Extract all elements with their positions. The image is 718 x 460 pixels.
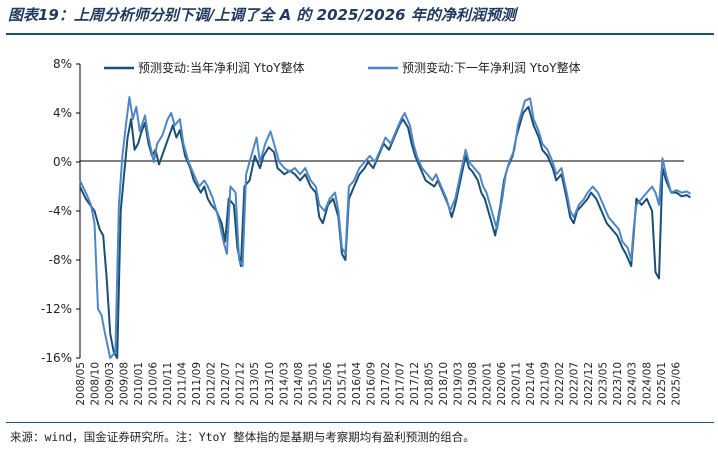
x-tick-label: 2008/10 — [90, 362, 102, 406]
x-tick-label: 2021/09 — [540, 362, 552, 406]
x-tick-label: 2021/04 — [525, 362, 537, 406]
x-tick-label: 2016/04 — [351, 362, 363, 406]
legend-label-2: 预测变动:下一年净利润 YtoY整体 — [402, 60, 581, 75]
y-tick-label: -8% — [49, 253, 72, 267]
x-tick-label: 2018/10 — [438, 362, 450, 406]
x-tick-label: 2018/05 — [423, 362, 435, 406]
series-line-2 — [78, 96, 691, 359]
x-tick-label: 2023/10 — [612, 362, 624, 406]
x-tick-label: 2024/03 — [627, 362, 639, 406]
x-tick-label: 2014/03 — [278, 362, 290, 406]
x-tick-label: 2013/05 — [249, 362, 261, 406]
x-tick-label: 2025/01 — [656, 362, 668, 406]
legend: 预测变动:当年净利润 YtoY整体 预测变动:下一年净利润 YtoY整体 — [104, 60, 581, 75]
x-tick-label: 2017/07 — [394, 362, 406, 406]
x-tick-label: 2022/07 — [569, 362, 581, 406]
legend-label-1: 预测变动:当年净利润 YtoY整体 — [138, 60, 305, 75]
x-tick-label: 2019/08 — [467, 362, 479, 406]
x-tick-label: 2012/02 — [206, 362, 218, 406]
series-lines — [78, 96, 691, 359]
y-tick-label: -16% — [41, 351, 72, 365]
x-tick-label: 2020/06 — [496, 362, 508, 406]
x-ticks: 2008/05 2008/10 2009/03 2009/08 2010/01 2010/… — [75, 362, 682, 406]
x-tick-label: 2010/06 — [148, 362, 160, 406]
x-tick-label: 2010/11 — [162, 362, 174, 406]
title-rule — [6, 33, 714, 35]
x-tick-label: 2020/01 — [482, 362, 494, 406]
x-tick-label: 2023/05 — [598, 362, 610, 406]
x-tick-label: 2024/08 — [641, 362, 653, 406]
x-tick-label: 2009/03 — [104, 362, 116, 406]
x-tick-label: 2011/09 — [191, 362, 203, 406]
x-tick-label: 2025/06 — [670, 362, 682, 406]
x-tick-label: 2020/11 — [511, 362, 523, 406]
y-tick-label: 0% — [53, 155, 72, 169]
x-tick-label: 2008/05 — [75, 362, 87, 406]
x-tick-label: 2015/11 — [336, 362, 348, 406]
x-tick-label: 2022/02 — [554, 362, 566, 406]
series-line-1 — [78, 105, 691, 359]
source-rule — [6, 422, 714, 423]
x-tick-label: 2015/01 — [307, 362, 319, 406]
x-tick-label: 2017/02 — [380, 362, 392, 406]
chart-title: 图表19：上周分析师分别下调/上调了全 A 的 2025/2026 年的净利润预… — [8, 6, 516, 24]
x-tick-label: 2017/12 — [409, 362, 421, 406]
y-tick-label: 8% — [53, 57, 72, 71]
y-tick-label: -12% — [41, 302, 72, 316]
x-tick-label: 2016/09 — [365, 362, 377, 406]
x-tick-label: 2010/01 — [133, 362, 145, 406]
x-tick-label: 2015/06 — [322, 362, 334, 406]
x-tick-label: 2013/10 — [264, 362, 276, 406]
x-tick-label: 2012/12 — [235, 362, 247, 406]
x-tick-label: 2022/12 — [583, 362, 595, 406]
y-tick-label: 4% — [53, 106, 72, 120]
x-tick-label: 2019/03 — [453, 362, 465, 406]
x-tick-label: 2012/07 — [220, 362, 232, 406]
source-note: 来源：wind，国金证券研究所。注：YtoY 整体指的是基期与考察期均有盈利预测… — [10, 430, 475, 444]
y-ticks: 8% 4% 0% -4% -8% -12% -16% — [41, 57, 80, 365]
x-tick-label: 2014/08 — [293, 362, 305, 406]
y-tick-label: -4% — [49, 204, 72, 218]
x-tick-label: 2011/04 — [177, 362, 189, 406]
x-tick-label: 2009/08 — [119, 362, 131, 406]
